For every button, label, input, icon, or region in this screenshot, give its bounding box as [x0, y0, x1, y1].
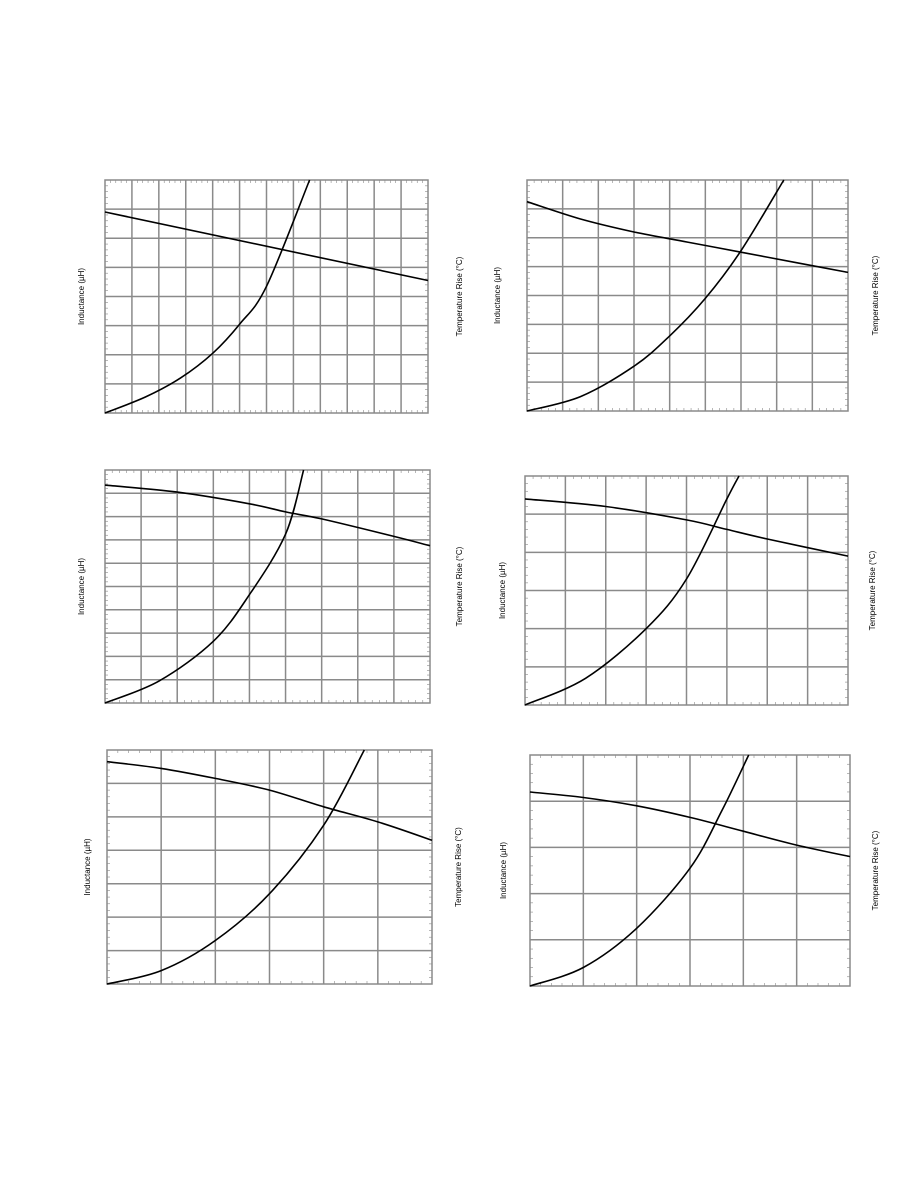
y2-axis-label: Temperature Rise (°C): [871, 255, 880, 335]
y-axis-label: Inductance (µH): [77, 558, 86, 615]
plot-frame: [524, 475, 849, 706]
y-axis-label: Inductance (µH): [498, 562, 507, 619]
inductance-curve: [106, 760, 433, 842]
plot-frame: [104, 469, 431, 704]
plot-frame: [104, 179, 429, 414]
y-axis-label: Inductance (µH): [77, 268, 86, 325]
chart-4: Inductance (µH) Temperature Rise (°C): [498, 475, 877, 706]
chart-1: Inductance (µH) Temperature Rise (°C): [77, 179, 464, 414]
y2-axis-label: Temperature Rise (°C): [455, 546, 464, 626]
temperature-rise-curve: [104, 179, 311, 414]
plot-frame: [106, 749, 433, 985]
y-axis-label: Inductance (µH): [493, 267, 502, 324]
inductance-curve: [104, 484, 431, 547]
y2-axis-label: Temperature Rise (°C): [871, 830, 880, 910]
y2-axis-label: Temperature Rise (°C): [455, 256, 464, 336]
y2-axis-label: Temperature Rise (°C): [868, 550, 877, 630]
plot-frame: [529, 754, 851, 987]
inductance-curve: [524, 498, 849, 557]
inductance-curve: [529, 791, 851, 858]
temperature-rise-curve: [104, 469, 305, 704]
chart-3: Inductance (µH) Temperature Rise (°C): [77, 469, 464, 704]
inductance-curve: [526, 200, 849, 274]
y-axis-label: Inductance (µH): [83, 838, 92, 895]
temperature-rise-curve: [524, 475, 740, 706]
y-axis-label: Inductance (µH): [499, 842, 508, 899]
chart-6: Inductance (µH) Temperature Rise (°C): [499, 754, 880, 987]
temperature-rise-curve: [526, 179, 785, 412]
y2-axis-label: Temperature Rise (°C): [454, 827, 463, 907]
inductance-curve: [104, 211, 429, 282]
temperature-rise-curve: [106, 749, 366, 985]
chart-5: Inductance (µH) Temperature Rise (°C): [83, 749, 463, 985]
plot-frame: [526, 179, 849, 412]
chart-2: Inductance (µH) Temperature Rise (°C): [493, 179, 880, 412]
temperature-rise-curve: [529, 754, 750, 987]
